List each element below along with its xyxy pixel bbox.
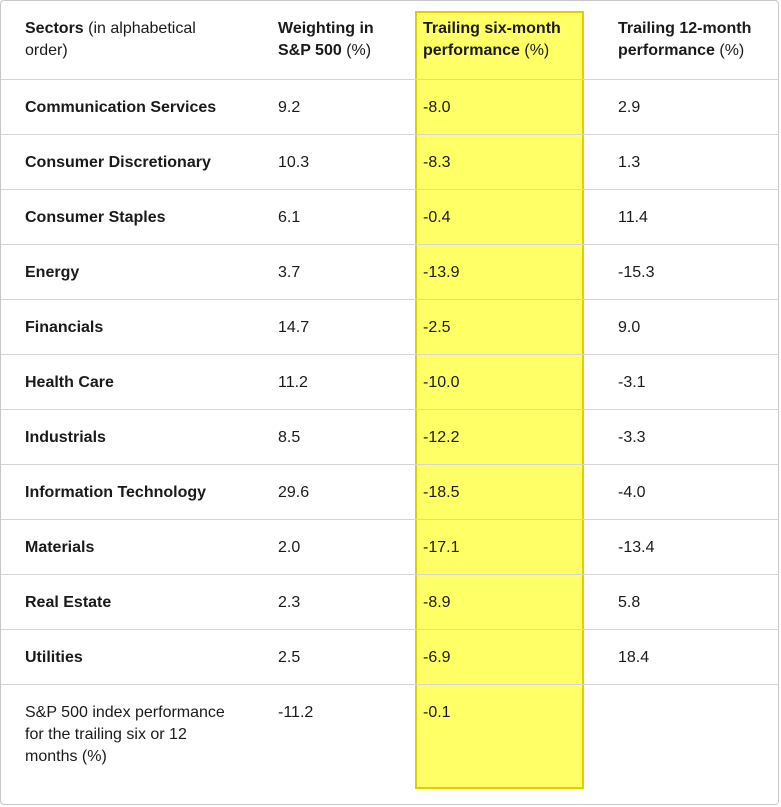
twelve-month-cell: -3.3	[618, 428, 646, 446]
table-row: Information Technology 29.6 -18.5 -4.0	[1, 464, 778, 519]
table-row: Materials 2.0 -17.1 -13.4	[1, 519, 778, 574]
weight-cell: 9.2	[278, 98, 301, 116]
sector-cell: Utilities	[25, 648, 83, 666]
six-month-cell: -10.0	[423, 373, 460, 391]
six-month-cell: -8.0	[423, 98, 451, 116]
twelve-month-cell: 9.0	[618, 318, 641, 336]
table-row: Communication Services 9.2 -8.0 2.9	[1, 79, 778, 134]
six-month-cell: -8.9	[423, 593, 451, 611]
six-month-cell: -6.9	[423, 648, 451, 666]
header-weighting: Weighting in S&P 500 (%)	[254, 1, 407, 79]
weight-cell: 2.0	[278, 538, 301, 556]
table-row: Industrials 8.5 -12.2 -3.3	[1, 409, 778, 464]
sector-cell: Communication Services	[25, 98, 217, 116]
header-sectors-normal: (in alphabetical order)	[25, 20, 196, 59]
twelve-month-cell: -3.1	[618, 373, 646, 391]
summary-label-cell: S&P 500 index performance for the traili…	[25, 703, 225, 765]
summary-weight-cell: -11.2	[278, 703, 314, 721]
table-row: Consumer Discretionary 10.3 -8.3 1.3	[1, 134, 778, 189]
weight-cell: 2.3	[278, 593, 301, 611]
six-month-cell: -12.2	[423, 428, 460, 446]
table-row: Real Estate 2.3 -8.9 5.8	[1, 574, 778, 629]
header-twelve-month-normal: (%)	[714, 42, 745, 59]
weight-cell: 10.3	[278, 153, 310, 171]
table-row: Utilities 2.5 -6.9 18.4	[1, 629, 778, 684]
header-sectors: Sectors (in alphabetical order)	[1, 1, 254, 79]
sector-cell: Energy	[25, 263, 80, 281]
sector-cell: Health Care	[25, 373, 114, 391]
table-header-row: Sectors (in alphabetical order) Weightin…	[1, 1, 778, 79]
header-sectors-bold: Sectors	[25, 20, 84, 37]
twelve-month-cell: 1.3	[618, 153, 641, 171]
sector-cell: Information Technology	[25, 483, 207, 501]
header-weighting-bold: Weighting in S&P 500	[278, 20, 374, 59]
header-twelve-month: Trailing 12-month performance (%)	[594, 1, 778, 79]
table-row: Energy 3.7 -13.9 -15.3	[1, 244, 778, 299]
weight-cell: 8.5	[278, 428, 301, 446]
twelve-month-cell: -15.3	[618, 263, 655, 281]
twelve-month-cell: 2.9	[618, 98, 641, 116]
twelve-month-cell: 18.4	[618, 648, 650, 666]
header-six-month: Trailing six-month performance (%)	[407, 1, 594, 79]
index-summary-row: S&P 500 index performance for the traili…	[1, 684, 778, 804]
table-row: Consumer Staples 6.1 -0.4 11.4	[1, 189, 778, 244]
twelve-month-cell: -4.0	[618, 483, 646, 501]
six-month-cell: -18.5	[423, 483, 460, 501]
header-weighting-normal: (%)	[341, 42, 372, 59]
header-six-month-normal: (%)	[519, 42, 550, 59]
six-month-cell: -17.1	[423, 538, 460, 556]
sector-cell: Consumer Discretionary	[25, 153, 211, 171]
twelve-month-cell: 5.8	[618, 593, 641, 611]
weight-cell: 3.7	[278, 263, 301, 281]
weight-cell: 14.7	[278, 318, 310, 336]
header-twelve-month-bold: Trailing 12-month performance	[618, 20, 752, 59]
weight-cell: 2.5	[278, 648, 301, 666]
header-six-month-bold: Trailing six-month performance	[423, 20, 561, 59]
six-month-cell: -0.4	[423, 208, 451, 226]
table-row: Financials 14.7 -2.5 9.0	[1, 299, 778, 354]
weight-cell: 11.2	[278, 373, 308, 391]
sector-cell: Consumer Staples	[25, 208, 166, 226]
six-month-column-highlight	[415, 11, 584, 789]
sector-cell: Financials	[25, 318, 104, 336]
six-month-cell: -8.3	[423, 153, 451, 171]
sector-cell: Real Estate	[25, 593, 112, 611]
six-month-cell: -2.5	[423, 318, 451, 336]
sector-cell: Materials	[25, 538, 95, 556]
table-row: Health Care 11.2 -10.0 -3.1	[1, 354, 778, 409]
weight-cell: 6.1	[278, 208, 301, 226]
six-month-cell: -13.9	[423, 263, 460, 281]
twelve-month-cell: -13.4	[618, 538, 655, 556]
weight-cell: 29.6	[278, 483, 310, 501]
sector-cell: Industrials	[25, 428, 106, 446]
summary-twelve-month-cell	[594, 684, 778, 804]
summary-six-month-cell: -0.1	[423, 703, 451, 721]
twelve-month-cell: 11.4	[618, 208, 648, 226]
